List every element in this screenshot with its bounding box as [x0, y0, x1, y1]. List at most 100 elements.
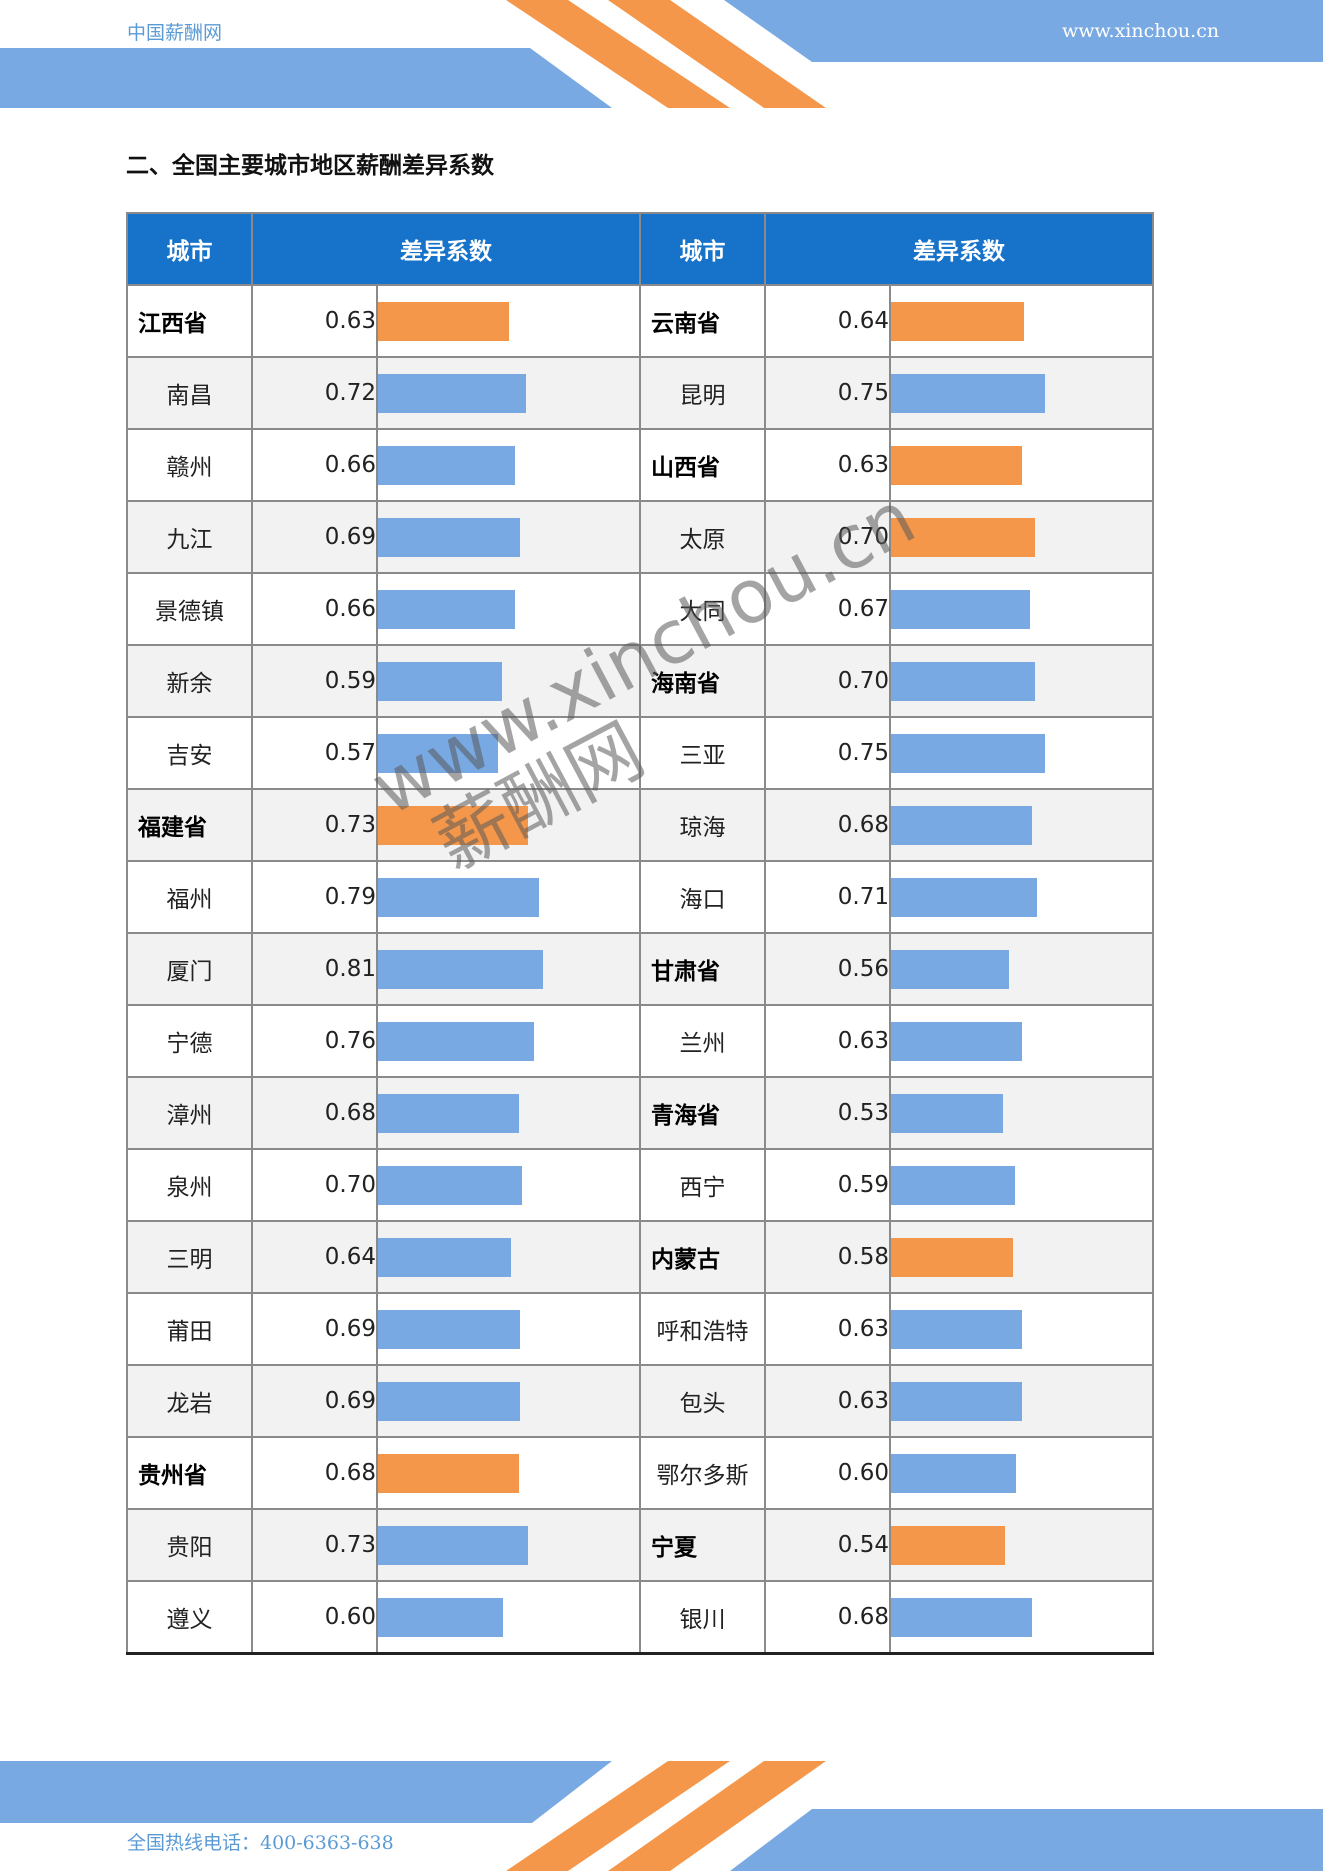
bar-cell [376, 1436, 641, 1510]
bar-cell [889, 1580, 1154, 1655]
coef-value: 0.53 [764, 1076, 891, 1150]
coef-value: 0.63 [764, 1364, 891, 1438]
bar-cell [889, 1292, 1154, 1366]
bar-cell [889, 500, 1154, 574]
bar-cell [376, 788, 641, 862]
coef-bar [378, 1453, 519, 1493]
bar-cell [889, 1220, 1154, 1294]
coef-value: 0.73 [251, 788, 378, 862]
coef-bar [891, 949, 1009, 989]
coef-bar [891, 445, 1022, 485]
city-name: 南昌 [126, 356, 253, 430]
table-row: 贵阳 0.73 宁夏 0.54 [126, 1508, 1154, 1582]
bar-cell [376, 356, 641, 430]
bar-cell [889, 1004, 1154, 1078]
table-row: 厦门 0.81 甘肃省 0.56 [126, 932, 1154, 1006]
coef-bar [891, 589, 1030, 629]
bar-cell [376, 860, 641, 934]
city-name: 赣州 [126, 428, 253, 502]
table-row: 三明 0.64 内蒙古 0.58 [126, 1220, 1154, 1294]
coef-bar [378, 589, 515, 629]
city-name: 遵义 [126, 1580, 253, 1655]
coef-bar [378, 1381, 520, 1421]
bar-cell [376, 1148, 641, 1222]
table-row: 漳州 0.68 青海省 0.53 [126, 1076, 1154, 1150]
coef-bar [378, 877, 539, 917]
bar-cell [376, 1076, 641, 1150]
bar-cell [889, 1364, 1154, 1438]
coef-value: 0.75 [764, 356, 891, 430]
coef-bar [891, 517, 1035, 557]
coef-value: 0.63 [251, 284, 378, 358]
bar-cell [889, 1076, 1154, 1150]
coef-value: 0.81 [251, 932, 378, 1006]
city-name: 贵阳 [126, 1508, 253, 1582]
coef-value: 0.71 [764, 860, 891, 934]
city-name: 云南省 [639, 284, 766, 358]
city-name: 鄂尔多斯 [639, 1436, 766, 1510]
coefficient-table: 城市 差异系数 城市 差异系数 江西省 0.63 云南省 0.64 南昌 0.72 昆明 0.… [126, 212, 1154, 1655]
coef-value: 0.60 [764, 1436, 891, 1510]
coef-bar [891, 733, 1045, 773]
coef-value: 0.69 [251, 500, 378, 574]
city-name: 海南省 [639, 644, 766, 718]
bar-cell [376, 932, 641, 1006]
coef-bar [891, 373, 1045, 413]
city-name: 内蒙古 [639, 1220, 766, 1294]
city-name: 呼和浩特 [639, 1292, 766, 1366]
coef-bar [891, 661, 1035, 701]
city-name: 银川 [639, 1580, 766, 1655]
coef-value: 0.70 [251, 1148, 378, 1222]
city-name: 兰州 [639, 1004, 766, 1078]
bar-cell [889, 428, 1154, 502]
coef-bar [891, 301, 1024, 341]
city-name: 福州 [126, 860, 253, 934]
coef-value: 0.63 [764, 1004, 891, 1078]
table-row: 新余 0.59 海南省 0.70 [126, 644, 1154, 718]
table-row: 赣州 0.66 山西省 0.63 [126, 428, 1154, 502]
coef-value: 0.59 [764, 1148, 891, 1222]
city-name: 包头 [639, 1364, 766, 1438]
city-name: 龙岩 [126, 1364, 253, 1438]
table-header-row: 城市 差异系数 城市 差异系数 [126, 212, 1154, 286]
bar-cell [376, 284, 641, 358]
coef-bar [378, 373, 526, 413]
coef-bar [378, 1525, 528, 1565]
table-row: 吉安 0.57 三亚 0.75 [126, 716, 1154, 790]
coef-bar [891, 805, 1032, 845]
header-coef-right: 差异系数 [764, 212, 1154, 286]
coef-value: 0.70 [764, 500, 891, 574]
coef-value: 0.56 [764, 932, 891, 1006]
city-name: 青海省 [639, 1076, 766, 1150]
bar-cell [376, 500, 641, 574]
table-row: 莆田 0.69 呼和浩特 0.63 [126, 1292, 1154, 1366]
bar-cell [376, 1364, 641, 1438]
coef-bar [378, 949, 543, 989]
city-name: 江西省 [126, 284, 253, 358]
coef-bar [891, 1021, 1022, 1061]
footer-decoration [0, 1761, 1323, 1871]
table-row: 景德镇 0.66 大同 0.67 [126, 572, 1154, 646]
table-row: 福州 0.79 海口 0.71 [126, 860, 1154, 934]
bar-cell [889, 788, 1154, 862]
bar-cell [376, 716, 641, 790]
bar-cell [889, 572, 1154, 646]
bar-cell [376, 1508, 641, 1582]
coef-value: 0.64 [764, 284, 891, 358]
table-row: 九江 0.69 太原 0.70 [126, 500, 1154, 574]
city-name: 泉州 [126, 1148, 253, 1222]
bar-cell [376, 428, 641, 502]
coef-bar [891, 1381, 1022, 1421]
city-name: 海口 [639, 860, 766, 934]
coef-bar [891, 1525, 1005, 1565]
footer-hotline: 全国热线电话：400-6363-638 [127, 1832, 394, 1854]
coef-bar [378, 1165, 522, 1205]
coef-value: 0.76 [251, 1004, 378, 1078]
coef-value: 0.69 [251, 1292, 378, 1366]
city-name: 莆田 [126, 1292, 253, 1366]
coef-value: 0.67 [764, 572, 891, 646]
header-decoration [0, 0, 1323, 108]
city-name: 福建省 [126, 788, 253, 862]
bar-cell [889, 1508, 1154, 1582]
coef-value: 0.60 [251, 1580, 378, 1655]
